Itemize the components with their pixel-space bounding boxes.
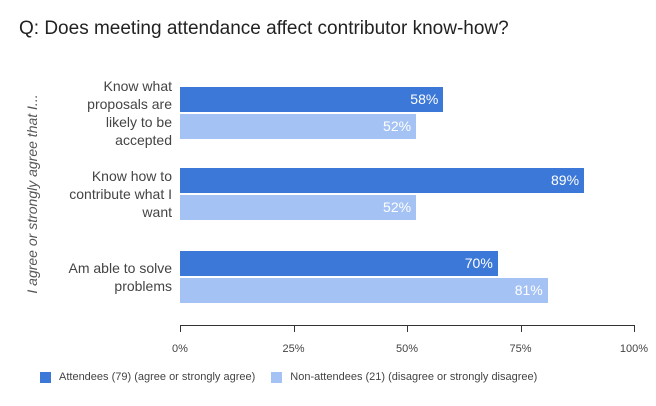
legend-swatch-attendees [40, 371, 51, 383]
data-label: 52% [383, 118, 412, 134]
x-tick-label: 25% [282, 343, 305, 355]
bar-attendees[interactable] [180, 168, 585, 193]
x-tick [520, 325, 522, 332]
data-label: 58% [410, 91, 439, 107]
data-label: 81% [514, 282, 543, 298]
chart-title: Q: Does meeting attendance affect contri… [19, 18, 509, 39]
y-axis-label: I agree or strongly agree that I... [24, 94, 40, 294]
bar-non-attendees[interactable] [180, 195, 417, 220]
category-label: Am able to solve problems [68, 260, 173, 294]
x-tick-label: 50% [395, 343, 419, 355]
data-label: 52% [383, 199, 412, 215]
bar-non-attendees[interactable] [180, 278, 548, 303]
x-tick-label: 0% [172, 343, 188, 355]
x-tick-label: 75% [509, 343, 532, 355]
bar-attendees[interactable] [180, 87, 444, 112]
legend-swatch-non-attendees [271, 371, 283, 383]
data-label: 89% [551, 172, 580, 188]
category-label: Know how to contribute what I want [69, 168, 172, 220]
legend-item-non-attendees[interactable]: Non-attendees (21) (disagree or strongly… [271, 371, 537, 383]
data-label: 70% [464, 255, 493, 271]
bar-attendees[interactable] [180, 251, 498, 276]
x-tick [180, 325, 181, 332]
legend-label: Attendees (79) (agree or strongly agree) [59, 371, 256, 383]
category-label: Know what proposals are likely to be acc… [87, 78, 172, 148]
bar-non-attendees[interactable] [180, 114, 417, 139]
x-tick [407, 325, 408, 332]
legend-label: Non-attendees (21) (disagree or strongly… [290, 371, 538, 383]
legend-item-attendees[interactable]: Attendees (79) (agree or strongly agree) [40, 371, 255, 383]
x-tick [634, 325, 635, 332]
x-tick-label: 100% [619, 343, 649, 355]
x-tick [293, 325, 295, 332]
legend: Attendees (79) (agree or strongly agree)… [40, 371, 537, 383]
